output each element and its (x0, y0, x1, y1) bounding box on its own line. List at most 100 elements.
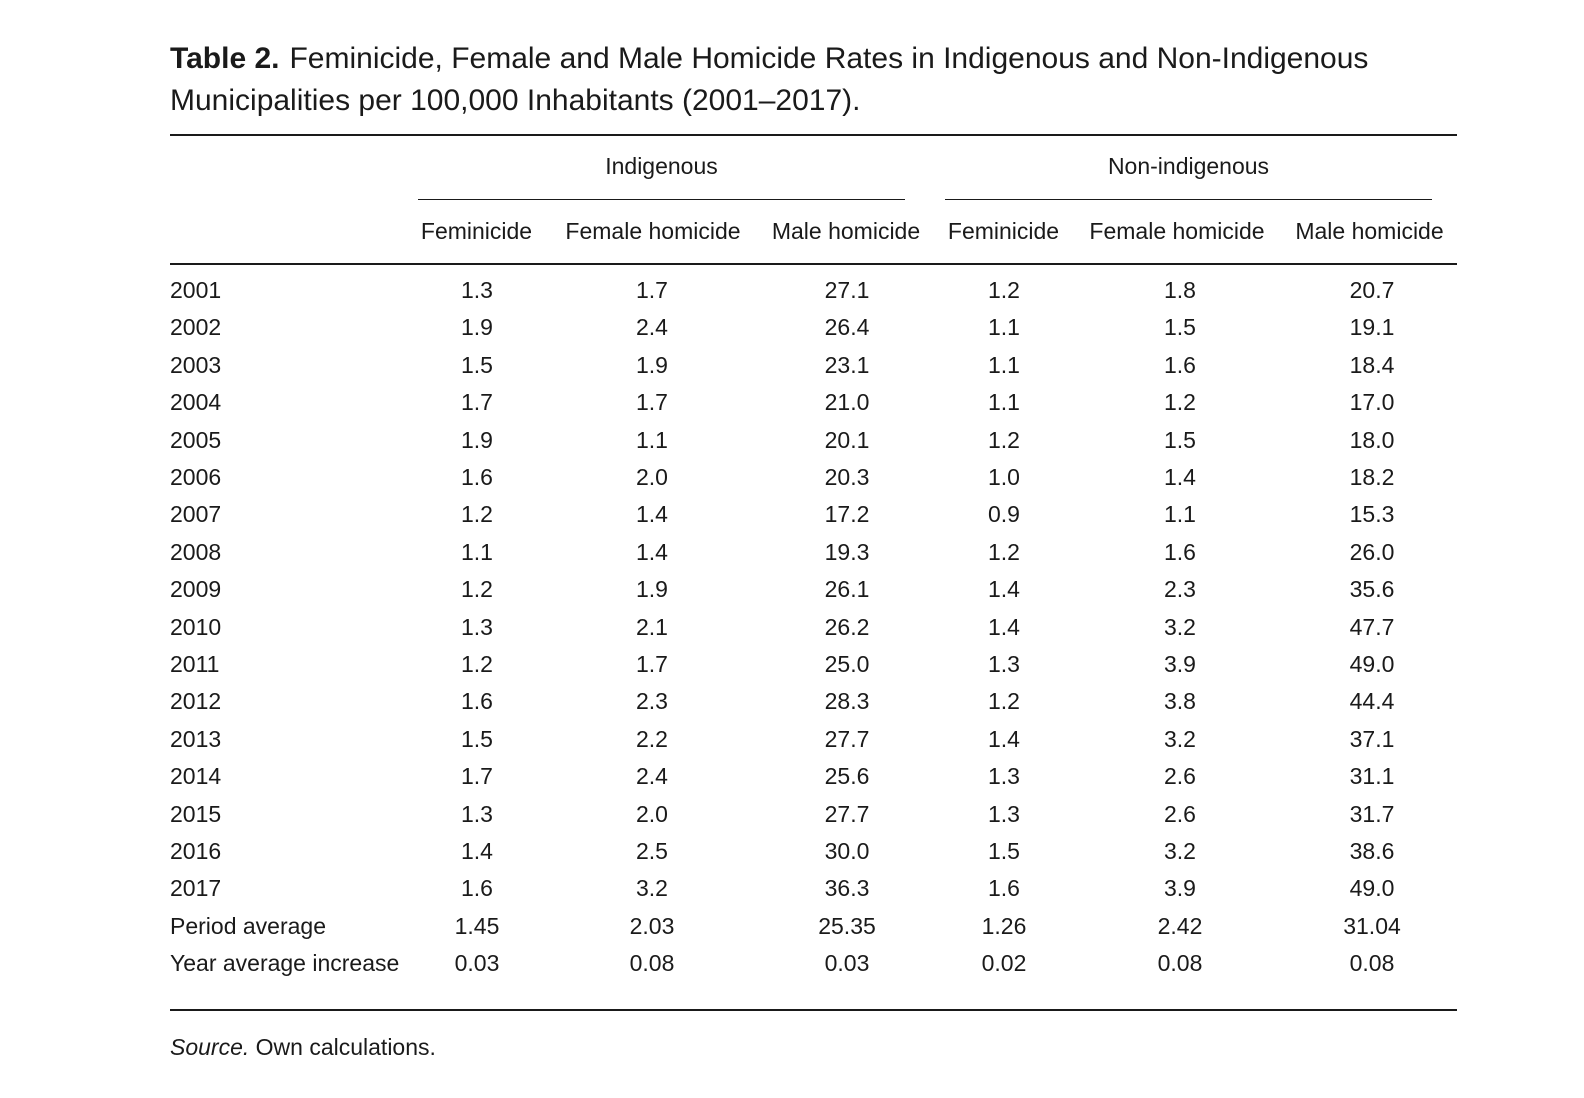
table-cell: 1.8 (1164, 277, 1196, 303)
table-cell: 0.08 (629, 950, 675, 977)
table-cell: 1.4 (988, 576, 1020, 603)
row-label: 2003 (170, 351, 222, 378)
table-row: 2002 1.9 2.4 26.4 1.1 1.5 19.1 (0, 308, 1584, 346)
table-cell: 2.3 (636, 688, 668, 715)
table-cell: 1.1 (461, 538, 493, 565)
table-cell: 2.6 (1164, 800, 1196, 827)
row-label: 2005 (170, 426, 222, 453)
table-cell: 1.5 (461, 725, 493, 752)
header-rule (170, 263, 1457, 265)
table-row: 2015 1.3 2.0 27.7 1.3 2.6 31.7 (0, 795, 1584, 833)
table-cell: 1.4 (636, 501, 668, 528)
table-cell: 2.2 (636, 725, 668, 752)
row-label: 2010 (170, 613, 222, 640)
table-cell: 1.6 (461, 875, 493, 902)
row-label: 2017 (170, 875, 222, 902)
table-row: 2008 1.1 1.4 19.3 1.2 1.6 26.0 (0, 533, 1584, 571)
row-label: 2015 (170, 800, 222, 827)
table-row: 2005 1.9 1.1 20.1 1.2 1.5 18.0 (0, 421, 1584, 459)
table-cell: 0.08 (1157, 950, 1203, 977)
table-cell: 3.8 (1164, 688, 1196, 715)
table-cell: 26.0 (1349, 538, 1395, 565)
table-caption: Table 2. Feminicide, Female and Male Homi… (170, 38, 1460, 122)
table-cell: 1.9 (461, 314, 493, 341)
table-cell: 1.3 (461, 800, 493, 827)
row-label: 2011 (170, 651, 220, 677)
table-source-note: Source. Own calculations. (170, 1034, 436, 1061)
row-label: 2012 (170, 688, 222, 715)
table-cell: 27.1 (824, 277, 870, 303)
table-cell: 1.2 (461, 651, 493, 677)
column-header-non-indigenous-feminicide: Feminicide (947, 218, 1060, 244)
group-label-indigenous: Indigenous (605, 153, 718, 179)
table-cell: 1.5 (1164, 426, 1196, 453)
row-label: 2006 (170, 464, 222, 490)
table-row: 2004 1.7 1.7 21.0 1.1 1.2 17.0 (0, 383, 1584, 421)
table-cell: 1.3 (988, 651, 1020, 677)
table-cell: 1.6 (1164, 351, 1196, 378)
table-cell: 1.1 (988, 314, 1020, 341)
table-cell: 1.9 (636, 576, 668, 603)
table-cell: 2.0 (636, 464, 668, 490)
table-cell: 20.1 (824, 426, 870, 453)
table-cell: 2.1 (636, 613, 668, 640)
table-cell: 21.0 (824, 389, 870, 416)
table-cell: 30.0 (824, 838, 870, 864)
row-label: 2013 (170, 725, 222, 752)
table-cell: 18.4 (1349, 351, 1395, 378)
table-cell: 35.6 (1349, 576, 1395, 603)
table-cell: 31.7 (1349, 800, 1395, 827)
table-cell: 2.4 (636, 763, 668, 790)
table-cell: 1.4 (1164, 464, 1196, 490)
table-cell: 1.26 (981, 912, 1027, 939)
table-cell: 3.2 (1164, 725, 1196, 752)
table-cell: 0.03 (824, 950, 870, 977)
row-label: 2001 (170, 277, 222, 303)
table-row: 2003 1.5 1.9 23.1 1.1 1.6 18.4 (0, 346, 1584, 384)
table-cell: 1.5 (461, 351, 493, 378)
table-caption-label: Table 2. (170, 42, 280, 75)
table-cell: 1.4 (461, 838, 493, 864)
table-row: 2010 1.3 2.1 26.2 1.4 3.2 47.7 (0, 608, 1584, 646)
table-cell: 1.1 (988, 389, 1020, 416)
table-cell: 2.3 (1164, 576, 1196, 603)
table-cell: 1.3 (461, 613, 493, 640)
column-header-indigenous-female-homicide: Female homicide (565, 218, 741, 244)
table-cell: 1.4 (988, 725, 1020, 752)
table-cell: 1.3 (461, 277, 493, 303)
table-cell: 1.5 (1164, 314, 1196, 341)
table-cell: 1.2 (461, 501, 493, 528)
table-cell: 3.2 (1164, 613, 1196, 640)
column-header-indigenous-feminicide: Feminicide (420, 218, 533, 244)
row-label: 2016 (170, 838, 222, 864)
table-cell: 36.3 (824, 875, 870, 902)
table-cell: 1.7 (636, 651, 668, 677)
table-cell: 23.1 (824, 351, 870, 378)
table-cell: 1.1 (1164, 501, 1196, 528)
row-label: Year average increase (170, 950, 400, 977)
row-label: 2004 (170, 389, 222, 416)
source-label: Source. (170, 1034, 250, 1060)
table-cell: 17.2 (824, 501, 870, 528)
table-cell: 0.02 (981, 950, 1027, 977)
table-cell: 1.3 (988, 800, 1020, 827)
table-cell: 1.1 (988, 351, 1020, 378)
table-cell: 47.7 (1349, 613, 1395, 640)
column-header-non-indigenous-male-homicide: Male homicide (1295, 218, 1444, 244)
row-label: 2014 (170, 763, 222, 790)
row-label: 2009 (170, 576, 222, 603)
table-cell: 1.2 (988, 538, 1020, 565)
top-rule (170, 134, 1457, 136)
table-cell: 1.2 (988, 688, 1020, 715)
table-cell: 3.9 (1164, 651, 1196, 677)
table-cell: 3.2 (1164, 838, 1196, 864)
table-cell: 3.9 (1164, 875, 1196, 902)
table-row: 2009 1.2 1.9 26.1 1.4 2.3 35.6 (0, 570, 1584, 608)
table-cell: 20.3 (824, 464, 870, 490)
table-cell: 28.3 (824, 688, 870, 715)
table-cell: 31.1 (1349, 763, 1395, 790)
source-text: Own calculations. (249, 1034, 436, 1060)
table-cell: 1.2 (988, 426, 1020, 453)
table-row: 2016 1.4 2.5 30.0 1.5 3.2 38.6 (0, 832, 1584, 870)
